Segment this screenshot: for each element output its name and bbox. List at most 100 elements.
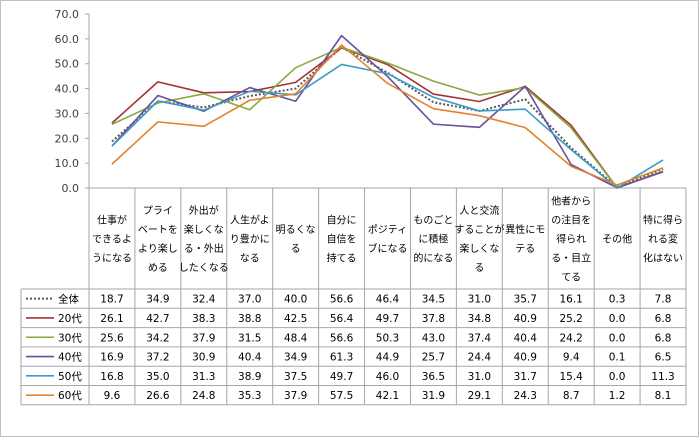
data-cell: 38.3 xyxy=(192,313,215,325)
category-label: 特に得られる変化はない xyxy=(643,215,683,265)
data-cell: 1.2 xyxy=(609,390,626,402)
data-cell: 26.6 xyxy=(146,390,170,402)
category-label: 外出が楽しくなる・外出したくなる xyxy=(179,204,229,274)
data-cell: 56.6 xyxy=(330,332,354,344)
category-label-line: 得られ xyxy=(556,234,586,246)
y-tick-label: 60.0 xyxy=(55,33,80,46)
category-label-line: 楽しくな xyxy=(184,223,224,236)
data-cell: 50.3 xyxy=(376,332,399,344)
data-cell: 46.0 xyxy=(376,371,399,383)
category-label-line: プライ xyxy=(143,205,173,217)
category-label-line: したくなる xyxy=(179,262,229,274)
data-cell: 8.1 xyxy=(655,390,672,402)
category-label-line: る xyxy=(291,243,301,255)
category-label-line: る・外出 xyxy=(184,242,224,255)
legend-label: 40代 xyxy=(58,352,82,364)
category-label-line: てる xyxy=(561,272,581,284)
data-cell: 56.4 xyxy=(330,313,354,325)
data-cell: 8.7 xyxy=(563,390,580,402)
data-cell: 37.2 xyxy=(146,352,169,364)
data-cell: 49.7 xyxy=(330,371,353,383)
data-cell: 31.0 xyxy=(468,371,491,383)
data-cell: 40.9 xyxy=(514,313,537,325)
category-label-line: 外出が xyxy=(189,204,219,217)
data-cell: 9.6 xyxy=(104,390,121,402)
category-label: 他者からの注目を得られる・目立てる xyxy=(551,195,591,284)
category-label-line: なる xyxy=(240,253,260,265)
y-tick-label: 10.0 xyxy=(55,157,80,170)
data-cell: 35.7 xyxy=(514,294,537,306)
category-label-line: 楽しくな xyxy=(459,242,499,255)
category-label: 人と交流することが楽しくなる xyxy=(454,204,504,274)
data-cell: 24.8 xyxy=(192,390,215,402)
data-cell: 35.3 xyxy=(238,390,261,402)
category-label-line: 仕事が xyxy=(97,214,127,227)
data-cell: 11.3 xyxy=(651,371,674,383)
data-cell: 37.4 xyxy=(468,332,492,344)
data-cell: 40.4 xyxy=(514,332,538,344)
data-cell: 16.9 xyxy=(100,352,123,364)
data-cell: 38.9 xyxy=(238,371,261,383)
data-cell: 46.4 xyxy=(376,294,400,306)
data-cell: 24.3 xyxy=(514,390,537,402)
category-label-line: 自信を xyxy=(327,233,357,246)
data-cell: 16.1 xyxy=(559,294,582,306)
category-label: プライベートをより楽しめる xyxy=(138,205,178,274)
category-label: その他 xyxy=(602,233,632,246)
series-line xyxy=(111,46,664,189)
data-cell: 37.5 xyxy=(284,371,307,383)
y-tick-label: 50.0 xyxy=(55,58,80,71)
category-label-line: 明るくな xyxy=(276,224,316,236)
data-cell: 16.8 xyxy=(100,371,123,383)
data-cell: 42.5 xyxy=(284,313,307,325)
data-cell: 34.5 xyxy=(422,294,445,306)
y-tick-label: 20.0 xyxy=(55,132,80,145)
category-label-line: 異性にモ xyxy=(505,223,545,236)
category-label-line: に積極 xyxy=(418,233,448,246)
legend-label: 全体 xyxy=(58,293,79,306)
category-label: ポジティブになる xyxy=(368,224,408,255)
data-cell: 29.1 xyxy=(468,390,491,402)
data-cell: 0.0 xyxy=(609,371,626,383)
category-label: 異性にモテる xyxy=(505,223,545,255)
data-cell: 40.0 xyxy=(284,294,307,306)
data-cell: 37.9 xyxy=(284,390,307,402)
category-label-line: ベートを xyxy=(138,224,178,236)
data-cell: 37.9 xyxy=(192,332,215,344)
legend-label: 20代 xyxy=(58,313,82,325)
data-cell: 24.4 xyxy=(468,352,492,364)
y-tick-label: 40.0 xyxy=(55,83,80,96)
data-cell: 42.7 xyxy=(146,313,169,325)
data-cell: 32.4 xyxy=(192,294,216,306)
data-cell: 34.8 xyxy=(468,313,491,325)
category-label-line: できるよ xyxy=(92,234,132,246)
data-cell: 44.9 xyxy=(376,352,399,364)
category-label-line: その他 xyxy=(602,233,632,246)
data-cell: 9.4 xyxy=(563,352,580,364)
data-cell: 37.8 xyxy=(422,313,445,325)
category-label-line: うになる xyxy=(92,253,132,265)
data-cell: 40.4 xyxy=(238,352,262,364)
category-label-line: 特に得ら xyxy=(643,215,683,227)
data-cell: 31.7 xyxy=(514,371,537,383)
data-cell: 34.9 xyxy=(146,294,169,306)
data-cell: 31.3 xyxy=(192,371,215,383)
category-label-line: 人生がよ xyxy=(230,214,270,227)
data-cell: 7.8 xyxy=(655,294,672,306)
data-cell: 25.6 xyxy=(100,332,124,344)
category-label: ものごとに積極的になる xyxy=(413,214,453,265)
category-label-line: る xyxy=(474,262,484,274)
data-cell: 36.5 xyxy=(422,371,445,383)
data-cell: 34.9 xyxy=(284,352,307,364)
data-cell: 61.3 xyxy=(330,352,353,364)
data-cell: 0.0 xyxy=(609,313,626,325)
data-cell: 15.4 xyxy=(559,371,583,383)
category-label-line: より楽し xyxy=(138,242,178,255)
category-label-line: ポジティ xyxy=(368,224,407,236)
legend-label: 50代 xyxy=(58,371,82,383)
series-line xyxy=(111,63,664,189)
data-cell: 31.5 xyxy=(238,332,261,344)
category-label-line: る・目立 xyxy=(551,252,591,265)
